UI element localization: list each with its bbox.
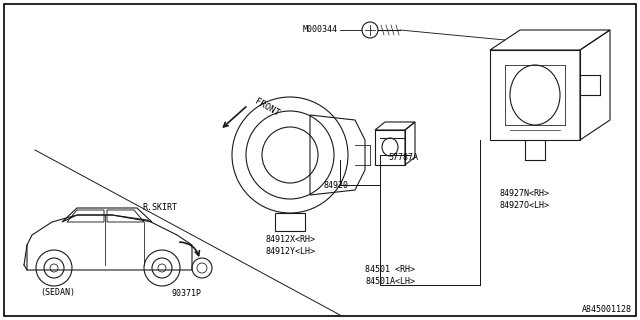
Text: (SEDAN): (SEDAN) [40,289,75,298]
Text: 84501A<LH>: 84501A<LH> [365,277,415,286]
Text: A845001128: A845001128 [582,305,632,314]
Text: 84501 <RH>: 84501 <RH> [365,266,415,275]
Text: R.SKIRT: R.SKIRT [142,204,177,212]
Text: FRONT: FRONT [253,97,281,119]
Text: 57787A: 57787A [388,154,418,163]
Text: 84920: 84920 [323,180,348,189]
Text: 90371P: 90371P [171,289,201,298]
Text: 84927N<RH>: 84927N<RH> [500,188,550,197]
Text: M000344: M000344 [303,26,338,35]
Text: 84927O<LH>: 84927O<LH> [500,201,550,210]
Text: 84912Y<LH>: 84912Y<LH> [265,247,315,257]
Text: 84912X<RH>: 84912X<RH> [265,236,315,244]
